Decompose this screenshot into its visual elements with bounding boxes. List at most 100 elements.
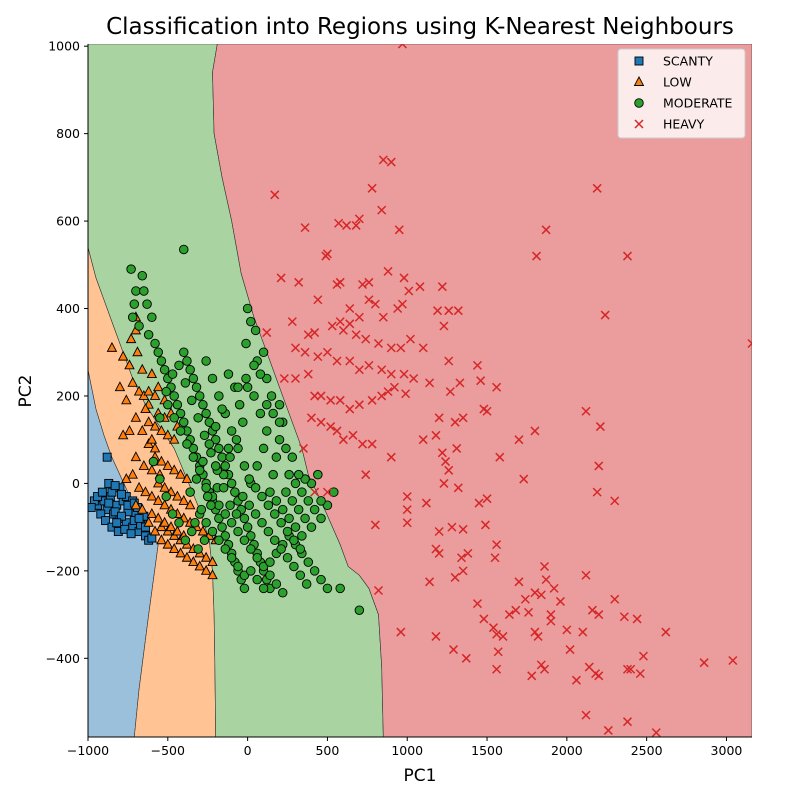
data-point-moderate: [281, 443, 291, 454]
data-point-heavy: [546, 610, 556, 620]
data-point-low: [200, 564, 212, 575]
data-point-low: [207, 556, 218, 567]
data-point-low: [159, 516, 170, 527]
data-point-low: [143, 516, 154, 527]
data-point-heavy: [699, 658, 709, 668]
data-point-moderate: [214, 500, 224, 511]
data-point-heavy: [493, 647, 503, 657]
data-point-heavy: [338, 435, 348, 445]
legend-label-heavy: HEAVY: [663, 117, 705, 132]
data-point-heavy: [276, 273, 286, 283]
data-point-low: [137, 363, 148, 374]
x-tick-label: 3000: [711, 743, 743, 758]
data-point-heavy: [322, 249, 332, 259]
data-point-scanty: [101, 516, 111, 526]
data-point-moderate: [139, 286, 149, 296]
data-point-moderate: [185, 487, 195, 497]
data-point-heavy: [345, 404, 355, 414]
data-point-scanty: [112, 518, 122, 528]
data-point-heavy: [370, 299, 380, 309]
data-point-heavy: [306, 413, 316, 423]
data-point-heavy: [354, 365, 364, 375]
data-point-moderate: [282, 552, 293, 563]
data-point-moderate: [169, 391, 179, 401]
data-point-moderate: [239, 513, 250, 524]
data-point-moderate: [293, 469, 304, 480]
data-point-moderate: [198, 399, 208, 410]
data-point-moderate: [277, 504, 288, 515]
data-point-heavy: [364, 295, 374, 305]
data-point-moderate: [226, 518, 237, 528]
data-point-moderate: [169, 413, 179, 423]
data-point-moderate: [129, 299, 140, 309]
data-point-low: [194, 560, 205, 571]
data-point-heavy: [520, 594, 530, 604]
data-point-moderate: [322, 500, 333, 511]
data-point-heavy: [488, 623, 498, 633]
data-point-moderate: [258, 443, 269, 454]
data-point-low: [146, 490, 158, 501]
data-point-moderate: [234, 399, 245, 410]
data-point-heavy: [303, 369, 313, 379]
data-point-moderate: [244, 500, 254, 511]
data-point-low: [197, 525, 209, 536]
data-point-heavy: [527, 671, 537, 681]
data-point-moderate: [335, 583, 345, 594]
data-point-heavy: [458, 413, 468, 423]
data-point-scanty: [126, 529, 136, 539]
data-point-low: [117, 350, 129, 361]
legend-label-low: LOW: [663, 75, 692, 90]
data-point-moderate: [180, 535, 191, 545]
data-point-moderate: [193, 413, 203, 423]
data-point-moderate: [250, 325, 261, 336]
data-point-moderate: [182, 356, 192, 366]
data-point-heavy: [377, 205, 387, 215]
data-point-moderate: [233, 382, 243, 392]
data-point-moderate: [276, 518, 286, 528]
data-point-heavy: [287, 317, 297, 327]
data-point-moderate: [202, 491, 213, 502]
data-point-moderate: [223, 369, 234, 379]
data-point-scanty: [117, 489, 126, 499]
data-point-heavy: [450, 572, 460, 582]
data-point-low: [152, 494, 164, 505]
data-point-low: [200, 551, 212, 562]
data-point-low: [175, 468, 186, 479]
data-point-heavy: [565, 645, 575, 655]
data-point-heavy: [431, 430, 441, 440]
data-point-moderate: [239, 583, 250, 594]
x-tick-label: −500: [151, 743, 185, 758]
data-point-heavy: [445, 387, 455, 397]
x-axis-title: PC1: [404, 766, 437, 786]
data-point-heavy: [322, 347, 332, 357]
data-point-moderate: [262, 399, 272, 410]
data-point-moderate: [185, 364, 195, 375]
data-point-moderate: [316, 496, 326, 506]
data-point-moderate: [226, 478, 237, 489]
data-point-heavy: [595, 422, 605, 432]
y-tick-label: 200: [56, 388, 80, 403]
data-point-low: [130, 411, 142, 422]
data-point-moderate: [282, 526, 293, 537]
data-point-moderate: [217, 522, 227, 532]
data-point-heavy: [531, 251, 542, 261]
data-point-heavy: [270, 190, 280, 200]
data-point-moderate: [252, 461, 262, 471]
data-point-moderate: [277, 587, 288, 598]
x-tick-label: 2500: [631, 743, 663, 758]
data-point-heavy: [661, 627, 671, 637]
data-point-heavy: [335, 395, 345, 405]
data-point-scanty: [96, 509, 106, 519]
data-point-low: [146, 368, 158, 379]
data-point-moderate: [242, 522, 253, 532]
data-point-moderate: [230, 487, 240, 497]
data-point-low: [143, 385, 154, 396]
data-point-heavy: [439, 321, 449, 331]
data-point-heavy: [316, 417, 326, 427]
data-point-moderate: [206, 448, 216, 458]
data-point-heavy: [404, 286, 414, 296]
data-point-heavy: [415, 282, 425, 292]
data-point-moderate: [217, 452, 227, 462]
data-point-moderate: [159, 364, 170, 375]
data-point-moderate: [265, 557, 275, 567]
